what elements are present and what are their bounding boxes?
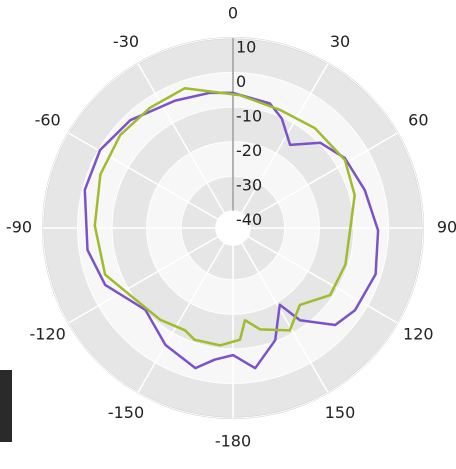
r-tick-label: -40 [236,210,262,229]
spoke [137,63,226,214]
angle-label: -120 [30,325,66,344]
r-tick-label: 0 [236,72,246,91]
series-line [83,91,380,370]
angle-label: -30 [113,32,139,51]
angle-label: 120 [403,325,434,344]
angle-label: -90 [6,218,32,237]
r-tick-label: -10 [236,107,262,126]
spoke [137,242,226,393]
spoke [68,132,219,221]
spoke [68,235,219,324]
angle-label: -180 [215,432,251,451]
r-tick-label: -30 [236,176,262,195]
angle-label: 30 [330,32,350,51]
angle-label: 90 [437,218,456,237]
angle-label: -150 [108,403,144,422]
angle-label: 60 [408,111,428,130]
series-line [93,86,356,347]
angle-label: 150 [325,403,356,422]
background-fragment [0,370,12,442]
spoke [247,235,398,324]
spoke [240,63,329,214]
spoke [247,132,398,221]
angle-label: 0 [228,4,238,23]
angle-label: -60 [35,111,61,130]
spoke [240,242,329,393]
r-tick-label: -20 [236,141,262,160]
r-tick-label: 10 [236,38,256,57]
inner-hole [215,210,251,246]
